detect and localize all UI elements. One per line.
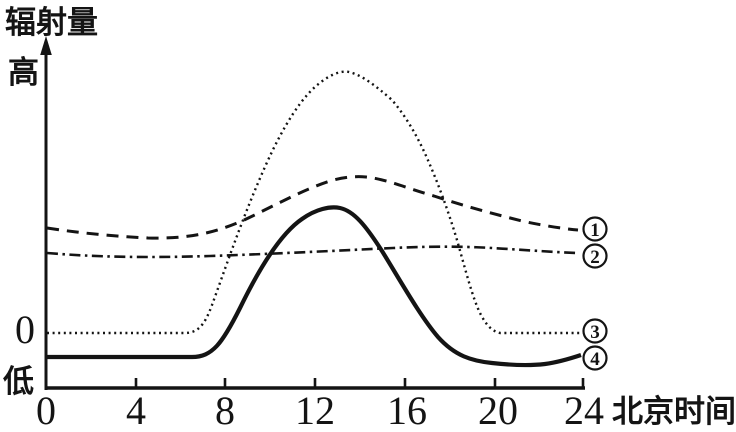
curve-labels: 1 2 3 4 bbox=[582, 216, 608, 371]
curve-label-2-number: 2 bbox=[590, 247, 600, 268]
curves bbox=[46, 70, 582, 368]
curve-label-3-number: 3 bbox=[590, 322, 600, 343]
curve-label-1-circle-icon bbox=[582, 216, 608, 242]
x-tick-label-16: 16 bbox=[387, 388, 427, 432]
y-axis-arrowhead-icon bbox=[40, 36, 52, 55]
y-axis-title: 辐射量 bbox=[5, 5, 98, 40]
x-axis: 0 4 8 12 16 20 24 北京时间 bbox=[36, 378, 736, 432]
curve-label-4-number: 4 bbox=[590, 349, 600, 370]
curve-1-dashed bbox=[46, 175, 579, 240]
curve-label-1: 1 bbox=[582, 216, 608, 242]
y-axis-zero-label: 0 bbox=[15, 307, 35, 352]
curve-label-4: 4 bbox=[582, 345, 608, 371]
x-tick-label-24: 24 bbox=[564, 388, 604, 432]
curve-label-3: 3 bbox=[582, 318, 608, 344]
curve-label-1-number: 1 bbox=[590, 220, 600, 241]
x-tick-label-8: 8 bbox=[215, 388, 235, 432]
x-tick-label-0: 0 bbox=[36, 388, 56, 432]
curve-3-dotted bbox=[47, 70, 581, 335]
x-axis-title: 北京时间 bbox=[612, 394, 736, 429]
curve-4-solid bbox=[47, 205, 582, 368]
y-axis: 辐射量 高 0 低 bbox=[2, 5, 98, 399]
curve-label-2-circle-icon bbox=[582, 243, 608, 269]
x-tick-label-12: 12 bbox=[295, 388, 335, 432]
curve-2-dashdot bbox=[46, 245, 579, 259]
y-axis-high-label: 高 bbox=[8, 55, 39, 90]
curve-label-3-circle-icon bbox=[582, 318, 608, 344]
x-tick-label-4: 4 bbox=[126, 388, 146, 432]
curve-label-2: 2 bbox=[582, 243, 608, 269]
x-tick-label-20: 20 bbox=[478, 388, 518, 432]
y-axis-low-label: 低 bbox=[2, 364, 34, 399]
curve-label-4-circle-icon bbox=[582, 345, 608, 371]
x-axis-ticks bbox=[134, 378, 585, 387]
